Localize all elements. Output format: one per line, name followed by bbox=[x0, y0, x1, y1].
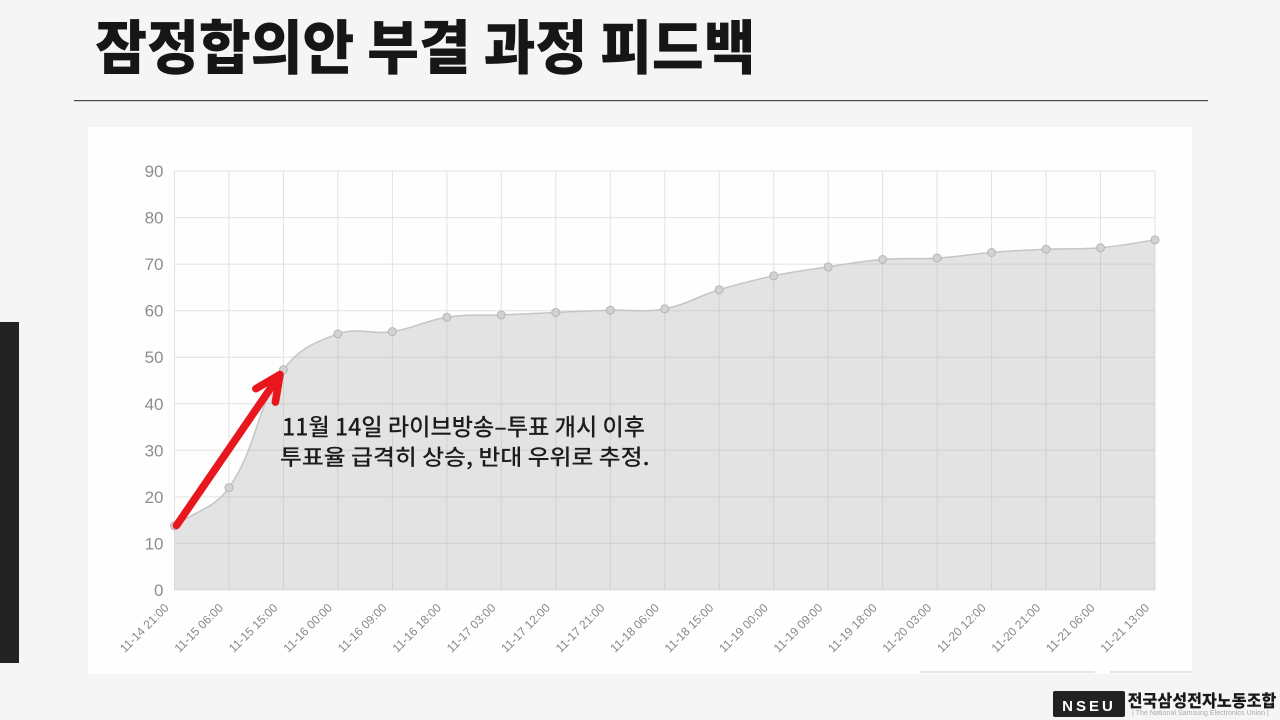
svg-text:80: 80 bbox=[145, 209, 164, 228]
svg-text:20: 20 bbox=[145, 488, 164, 507]
svg-text:70: 70 bbox=[145, 255, 164, 274]
svg-text:50: 50 bbox=[145, 348, 164, 367]
svg-text:90: 90 bbox=[145, 162, 164, 181]
svg-text:40: 40 bbox=[145, 395, 164, 414]
svg-text:60: 60 bbox=[145, 302, 164, 321]
svg-text:NSEU: NSEU bbox=[1062, 698, 1116, 715]
svg-text:0: 0 bbox=[154, 581, 163, 600]
svg-text:30: 30 bbox=[145, 441, 164, 460]
svg-text:| The National Samsung Electro: | The National Samsung Electronics Union… bbox=[1132, 709, 1269, 717]
svg-text:10: 10 bbox=[145, 534, 164, 553]
